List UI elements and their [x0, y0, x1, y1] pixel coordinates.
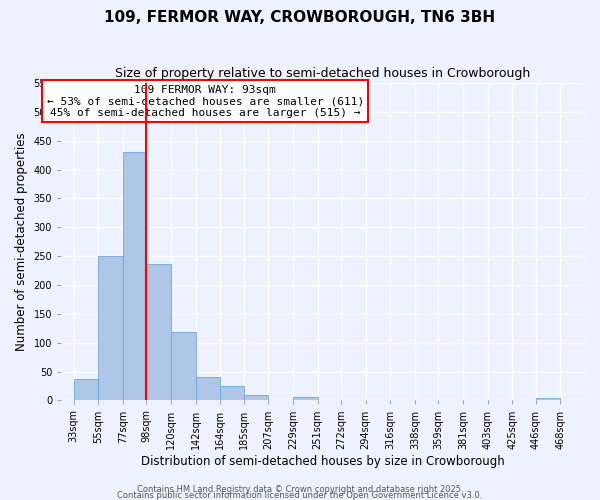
Bar — [171, 332, 196, 400]
Bar — [98, 256, 123, 400]
Bar — [123, 152, 146, 400]
Bar — [244, 394, 268, 400]
Bar — [220, 386, 244, 400]
Y-axis label: Number of semi-detached properties: Number of semi-detached properties — [15, 132, 28, 351]
Title: Size of property relative to semi-detached houses in Crowborough: Size of property relative to semi-detach… — [115, 68, 531, 80]
Bar — [293, 397, 317, 400]
Bar — [74, 379, 98, 400]
Text: Contains HM Land Registry data © Crown copyright and database right 2025.: Contains HM Land Registry data © Crown c… — [137, 485, 463, 494]
Bar — [536, 398, 560, 400]
Bar — [196, 378, 220, 400]
X-axis label: Distribution of semi-detached houses by size in Crowborough: Distribution of semi-detached houses by … — [141, 454, 505, 468]
Text: 109, FERMOR WAY, CROWBOROUGH, TN6 3BH: 109, FERMOR WAY, CROWBOROUGH, TN6 3BH — [104, 10, 496, 25]
Text: 109 FERMOR WAY: 93sqm
← 53% of semi-detached houses are smaller (611)
45% of sem: 109 FERMOR WAY: 93sqm ← 53% of semi-deta… — [47, 84, 364, 118]
Bar — [146, 264, 171, 400]
Text: Contains public sector information licensed under the Open Government Licence v3: Contains public sector information licen… — [118, 490, 482, 500]
